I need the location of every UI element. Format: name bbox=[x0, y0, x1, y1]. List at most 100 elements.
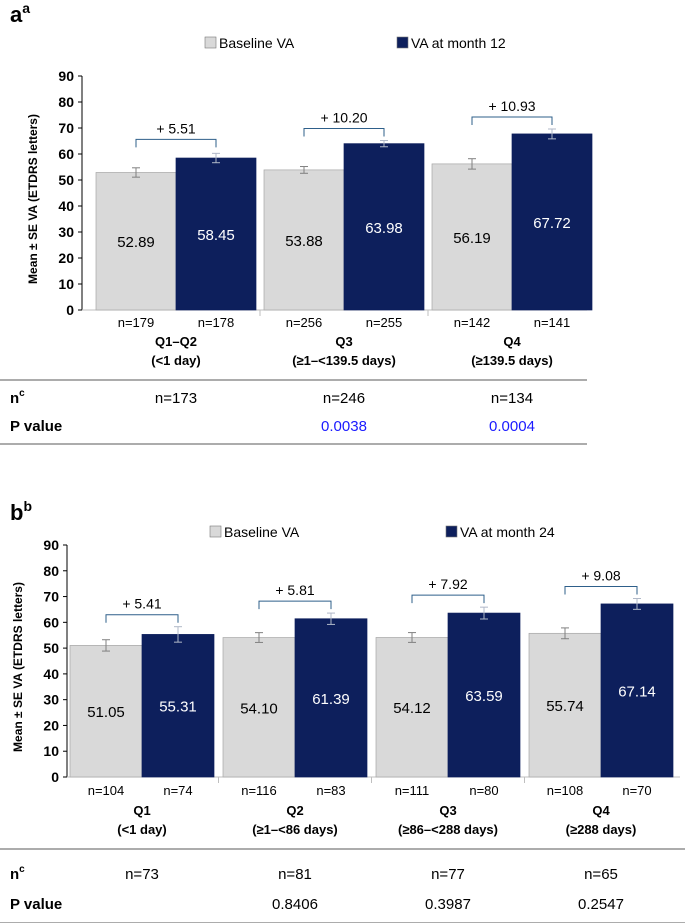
bar-baseline bbox=[528, 632, 602, 778]
bar-value-label: 58.45 bbox=[197, 227, 235, 244]
bar-n-label: n=111 bbox=[395, 783, 430, 798]
y-tick-label: 0 bbox=[51, 769, 59, 785]
difference-bracket bbox=[105, 614, 179, 623]
table-n-label: nc bbox=[10, 388, 25, 407]
y-tick-label: 60 bbox=[58, 146, 74, 162]
table-n-value: n=65 bbox=[584, 866, 618, 883]
table-n-superscript: c bbox=[19, 864, 25, 875]
table-n-value: n=134 bbox=[491, 390, 533, 407]
legend-label: Baseline VA bbox=[224, 524, 300, 540]
legend-label: VA at month 12 bbox=[411, 35, 506, 51]
panel-title: bb bbox=[10, 498, 32, 525]
y-tick-label: 30 bbox=[58, 224, 74, 240]
y-tick-label: 20 bbox=[43, 717, 59, 733]
group-sublabel: (≥1–<139.5 days) bbox=[292, 353, 396, 368]
table-n-superscript: c bbox=[19, 388, 25, 399]
y-tick-label: 50 bbox=[58, 172, 74, 188]
difference-bracket bbox=[135, 138, 217, 148]
bar-value-label: 52.89 bbox=[117, 234, 155, 251]
bar-followup bbox=[447, 612, 521, 778]
legend-label: Baseline VA bbox=[219, 35, 295, 51]
bar-value-label: 63.59 bbox=[465, 688, 503, 705]
difference-label: + 7.92 bbox=[428, 576, 468, 592]
difference-label: + 5.81 bbox=[275, 582, 315, 598]
group-label: Q2 bbox=[286, 803, 303, 818]
table-n-letter: n bbox=[10, 866, 19, 883]
bar-value-label: 55.31 bbox=[159, 699, 197, 716]
bar-value-label: 54.12 bbox=[393, 700, 431, 717]
difference-bracket bbox=[471, 116, 553, 125]
group-sublabel: (≥139.5 days) bbox=[471, 353, 553, 368]
bar-value-label: 56.19 bbox=[453, 230, 491, 247]
y-axis-label: Mean ± SE VA (ETDRS letters) bbox=[26, 114, 40, 284]
table-n-label: nc bbox=[10, 864, 25, 883]
legend-label: VA at month 24 bbox=[460, 524, 555, 540]
group-sublabel: (≥1–<86 days) bbox=[252, 822, 338, 837]
bar-n-label: n=141 bbox=[534, 315, 571, 330]
bar-n-label: n=80 bbox=[469, 783, 498, 798]
bar-n-label: n=108 bbox=[547, 783, 584, 798]
group-label: Q3 bbox=[335, 334, 352, 349]
panel-letter: a bbox=[10, 2, 23, 27]
y-tick-label: 10 bbox=[58, 276, 74, 292]
bar-followup bbox=[141, 634, 215, 778]
y-tick-label: 90 bbox=[43, 537, 59, 553]
y-tick-label: 70 bbox=[58, 120, 74, 136]
bar-n-label: n=256 bbox=[286, 315, 323, 330]
group-label: Q1–Q2 bbox=[155, 334, 197, 349]
panel-superscript: b bbox=[23, 498, 32, 514]
bar-followup bbox=[343, 143, 425, 311]
difference-label: + 9.08 bbox=[581, 568, 621, 584]
bar-value-label: 67.72 bbox=[533, 215, 571, 232]
y-tick-label: 60 bbox=[43, 614, 59, 630]
difference-label: + 10.93 bbox=[488, 98, 535, 114]
bar-baseline bbox=[222, 637, 296, 778]
bar-value-label: 53.88 bbox=[285, 233, 323, 250]
table-n-letter: n bbox=[10, 390, 19, 407]
bar-n-label: n=83 bbox=[316, 783, 345, 798]
difference-label: + 5.41 bbox=[122, 596, 162, 612]
bar-value-label: 67.14 bbox=[618, 683, 656, 700]
y-axis-label: Mean ± SE VA (ETDRS letters) bbox=[11, 582, 25, 752]
panel-superscript: a bbox=[22, 0, 30, 16]
group-sublabel: (<1 day) bbox=[151, 353, 201, 368]
bar-n-label: n=179 bbox=[118, 315, 155, 330]
group-label: Q1 bbox=[133, 803, 150, 818]
legend-swatch bbox=[396, 36, 409, 49]
table-p-value: 0.3987 bbox=[425, 896, 471, 913]
table-p-value: 0.0004 bbox=[489, 418, 535, 435]
group-sublabel: (≥86–<288 days) bbox=[398, 822, 498, 837]
table-n-value: n=246 bbox=[323, 390, 365, 407]
y-tick-label: 90 bbox=[58, 68, 74, 84]
bar-n-label: n=74 bbox=[163, 783, 192, 798]
y-tick-label: 40 bbox=[58, 198, 74, 214]
group-label: Q4 bbox=[592, 803, 610, 818]
bar-followup bbox=[600, 603, 674, 778]
y-tick-label: 0 bbox=[66, 302, 74, 318]
group-sublabel: (<1 day) bbox=[117, 822, 167, 837]
bar-followup bbox=[511, 133, 593, 311]
difference-bracket bbox=[411, 594, 485, 604]
y-tick-label: 80 bbox=[58, 94, 74, 110]
bar-followup bbox=[175, 157, 257, 311]
group-sublabel: (≥288 days) bbox=[566, 822, 637, 837]
bar-value-label: 63.98 bbox=[365, 220, 403, 237]
group-label: Q4 bbox=[503, 334, 521, 349]
bar-followup bbox=[294, 618, 368, 778]
bar-baseline bbox=[263, 169, 345, 311]
bar-value-label: 54.10 bbox=[240, 700, 278, 717]
bar-value-label: 55.74 bbox=[546, 698, 584, 715]
table-p-value: 0.2547 bbox=[578, 896, 624, 913]
y-tick-label: 10 bbox=[43, 743, 59, 759]
legend-swatch bbox=[445, 525, 458, 538]
difference-bracket bbox=[258, 600, 332, 610]
legend-swatch bbox=[204, 36, 217, 49]
bar-n-label: n=178 bbox=[198, 315, 235, 330]
table-n-value: n=173 bbox=[155, 390, 197, 407]
y-tick-label: 70 bbox=[43, 589, 59, 605]
table-p-value: 0.0038 bbox=[321, 418, 367, 435]
y-tick-label: 40 bbox=[43, 666, 59, 682]
panel-letter: b bbox=[10, 500, 23, 525]
difference-label: + 10.20 bbox=[320, 110, 367, 126]
bar-n-label: n=104 bbox=[88, 783, 125, 798]
